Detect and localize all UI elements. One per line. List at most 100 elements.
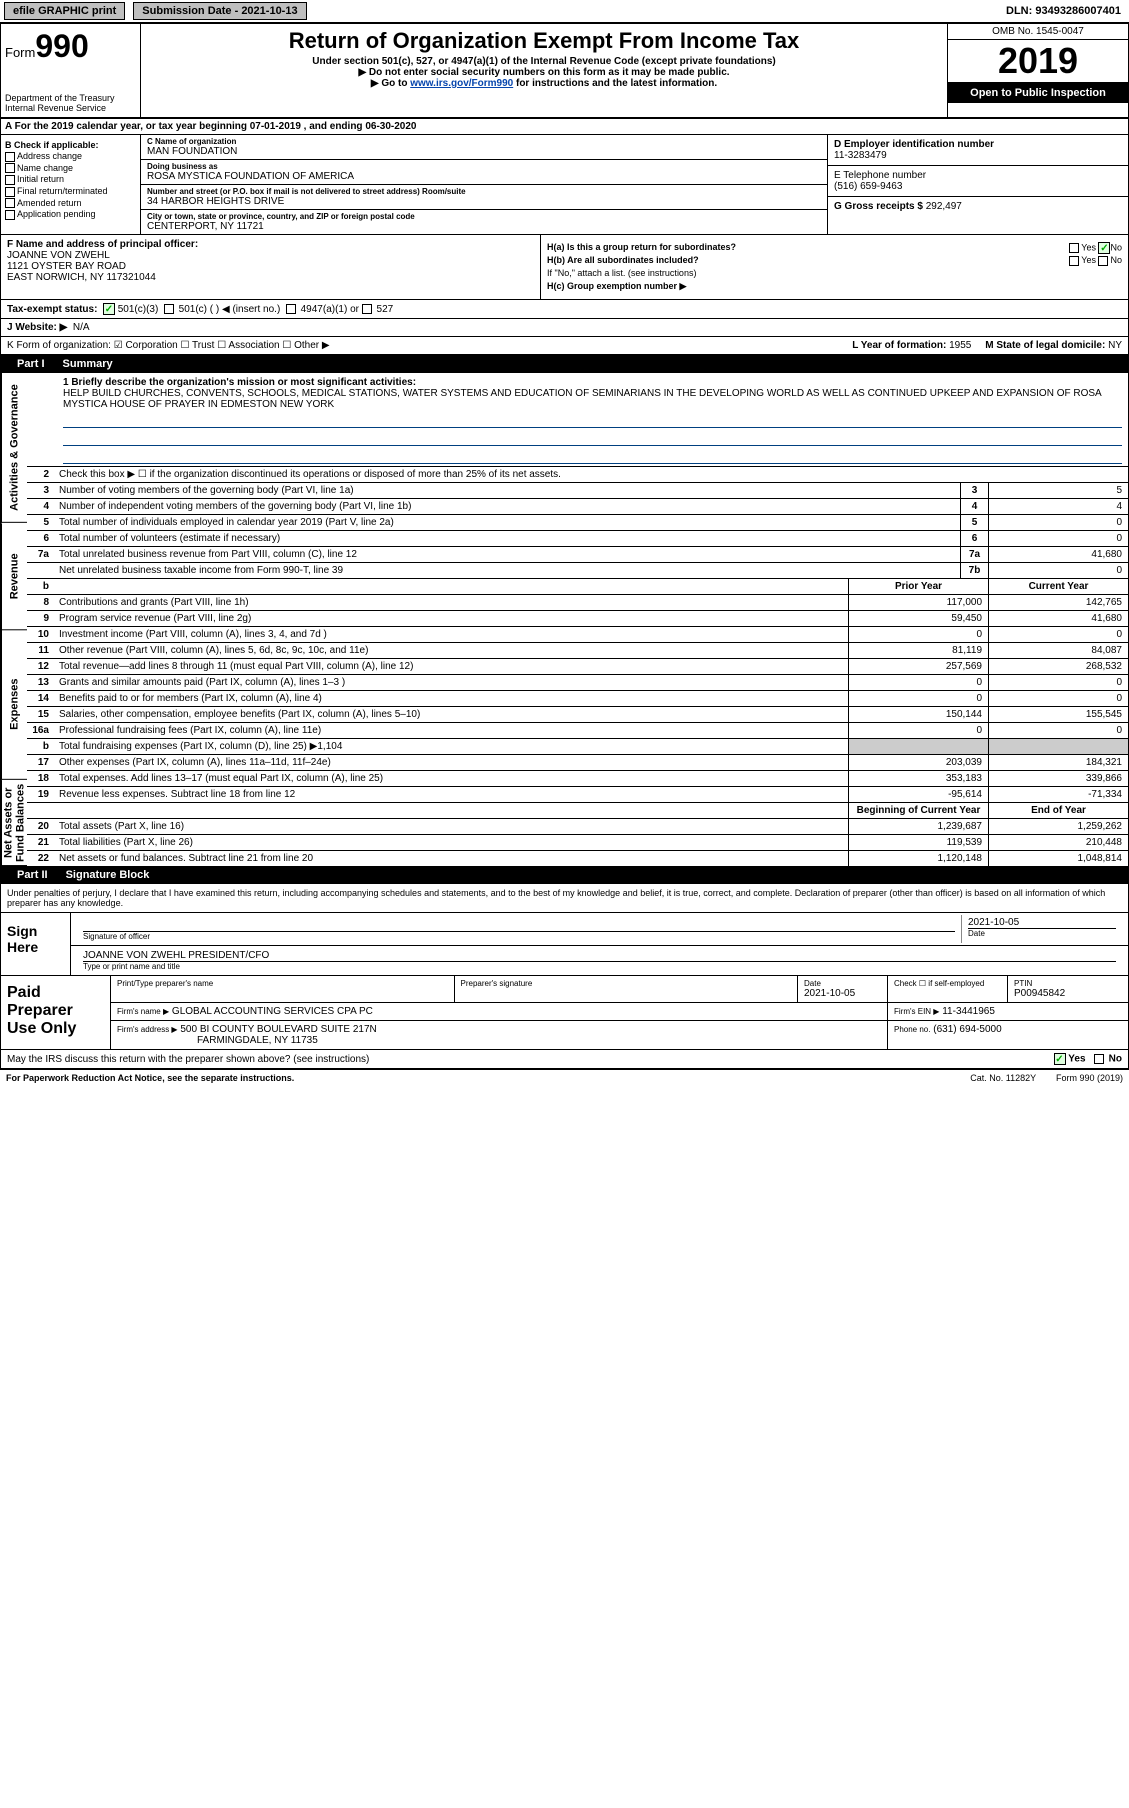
officer-addr2: EAST NORWICH, NY 117321044: [7, 272, 534, 283]
begin-year-hdr: Beginning of Current Year: [848, 803, 988, 818]
submission-date-button[interactable]: Submission Date - 2021-10-13: [133, 2, 306, 20]
checkbox-initial-return[interactable]: [5, 175, 15, 185]
line-19-py: -95,614: [848, 787, 988, 802]
officer-printed-name: JOANNE VON ZWEHL PRESIDENT/CFO: [83, 950, 1116, 961]
efile-button[interactable]: efile GRAPHIC print: [4, 2, 125, 20]
line-18-desc: Total expenses. Add lines 13–17 (must eq…: [55, 771, 848, 786]
line-7a: 7aTotal unrelated business revenue from …: [27, 547, 1128, 563]
line-8-desc: Contributions and grants (Part VIII, lin…: [55, 595, 848, 610]
line-13-cy: 0: [988, 675, 1128, 690]
opt-527: 527: [377, 304, 394, 315]
527-checkbox[interactable]: [362, 304, 372, 314]
line-12-num: 12: [27, 659, 55, 674]
block-bcde: B Check if applicable: Address change Na…: [1, 135, 1128, 235]
tax-status-label: Tax-exempt status:: [7, 304, 97, 315]
line-15-cy: 155,545: [988, 707, 1128, 722]
side-exp: Expenses: [1, 630, 27, 780]
ha-no-checkbox[interactable]: ✓: [1098, 242, 1110, 254]
line-10-num: 10: [27, 627, 55, 642]
line-19-desc: Revenue less expenses. Subtract line 18 …: [55, 787, 848, 802]
ha-label: H(a) Is this a group return for subordin…: [547, 242, 736, 252]
end-year-hdr: End of Year: [988, 803, 1128, 818]
discuss-yes-checkbox[interactable]: ✓: [1054, 1053, 1066, 1065]
line-m-label: M State of legal domicile:: [985, 340, 1105, 351]
line-14-py: 0: [848, 691, 988, 706]
opt-final-return: Final return/terminated: [17, 186, 108, 196]
line-18-py: 353,183: [848, 771, 988, 786]
501c3-checkbox[interactable]: ✓: [103, 303, 115, 315]
website-value: N/A: [73, 322, 90, 333]
self-employed-label: Check ☐ if self-employed: [894, 979, 1001, 988]
line-8-cy: 142,765: [988, 595, 1128, 610]
line-21-b: 119,539: [848, 835, 988, 850]
officer-label: F Name and address of principal officer:: [7, 239, 198, 250]
part-2-num: Part II: [9, 869, 56, 881]
line-18-cy: 339,866: [988, 771, 1128, 786]
ha-yes-checkbox[interactable]: [1069, 243, 1079, 253]
line-17-desc: Other expenses (Part IX, column (A), lin…: [55, 755, 848, 770]
line-7a-desc: Total unrelated business revenue from Pa…: [55, 547, 960, 562]
officer-signature[interactable]: [83, 917, 955, 931]
line-13-py: 0: [848, 675, 988, 690]
line-l-label: L Year of formation:: [852, 340, 946, 351]
prep-date: 2021-10-05: [804, 988, 881, 999]
line-14-cy: 0: [988, 691, 1128, 706]
checkbox-app-pending[interactable]: [5, 210, 15, 220]
opt-initial-return: Initial return: [17, 174, 64, 184]
part-2-title: Signature Block: [66, 869, 150, 881]
line-16a-desc: Professional fundraising fees (Part IX, …: [55, 723, 848, 738]
checkbox-final-return[interactable]: [5, 187, 15, 197]
dln-label: DLN: 93493286007401: [1006, 5, 1129, 17]
paid-preparer-block: Paid Preparer Use Only Print/Type prepar…: [1, 976, 1128, 1050]
line-3-desc: Number of voting members of the governin…: [55, 483, 960, 498]
line-11-py: 81,119: [848, 643, 988, 658]
website-row: J Website: ▶ N/A: [1, 319, 1128, 337]
line-7a-box: 7a: [960, 547, 988, 562]
dba-label: Doing business as: [147, 162, 821, 171]
prep-name-label: Print/Type preparer's name: [117, 979, 448, 988]
4947-checkbox[interactable]: [286, 304, 296, 314]
hb-no-checkbox[interactable]: [1098, 256, 1108, 266]
line-16b: bTotal fundraising expenses (Part IX, co…: [27, 739, 1128, 755]
line-11-cy: 84,087: [988, 643, 1128, 658]
form-word: Form: [5, 45, 35, 60]
line-22-desc: Net assets or fund balances. Subtract li…: [55, 851, 848, 866]
part-1-header: Part I Summary: [1, 355, 1128, 373]
opt-app-pending: Application pending: [17, 209, 96, 219]
instructions-link[interactable]: www.irs.gov/Form990: [410, 78, 513, 89]
gross-receipts-label: G Gross receipts $: [834, 201, 923, 212]
line-15-desc: Salaries, other compensation, employee b…: [55, 707, 848, 722]
line-13: 13Grants and similar amounts paid (Part …: [27, 675, 1128, 691]
klm-row: K Form of organization: ☑ Corporation ☐ …: [1, 337, 1128, 355]
checkbox-address-change[interactable]: [5, 152, 15, 162]
line-21-desc: Total liabilities (Part X, line 26): [55, 835, 848, 850]
form-title: Return of Organization Exempt From Incom…: [151, 28, 937, 54]
line-5: 5Total number of individuals employed in…: [27, 515, 1128, 531]
discuss-no-checkbox[interactable]: [1094, 1054, 1104, 1064]
501c-checkbox[interactable]: [164, 304, 174, 314]
org-name-label: C Name of organization: [147, 137, 821, 146]
mission-rule-3: [63, 450, 1122, 464]
firm-name: GLOBAL ACCOUNTING SERVICES CPA PC: [172, 1006, 373, 1017]
line-11-desc: Other revenue (Part VIII, column (A), li…: [55, 643, 848, 658]
block-fh: F Name and address of principal officer:…: [1, 235, 1128, 300]
sign-block: Sign Here Signature of officer 2021-10-0…: [1, 913, 1128, 976]
hb-yes-checkbox[interactable]: [1069, 256, 1079, 266]
top-bar: efile GRAPHIC print Submission Date - 20…: [0, 0, 1129, 23]
hc-label: H(c) Group exemption number ▶: [547, 281, 686, 291]
open-inspection: Open to Public Inspection: [948, 83, 1128, 103]
prior-year-hdr: Prior Year: [848, 579, 988, 594]
prep-date-label: Date: [804, 979, 881, 988]
line-10-py: 0: [848, 627, 988, 642]
checkbox-name-change[interactable]: [5, 163, 15, 173]
firm-ein: 11-3441965: [942, 1006, 995, 1017]
form-number: 990: [35, 28, 88, 64]
mission-rule-1: [63, 414, 1122, 428]
side-rev: Revenue: [1, 523, 27, 630]
checkbox-amended[interactable]: [5, 198, 15, 208]
hb-yes: Yes: [1081, 255, 1096, 265]
subtitle-3: ▶ Go to www.irs.gov/Form990 for instruct…: [151, 78, 937, 89]
discuss-question: May the IRS discuss this return with the…: [7, 1054, 369, 1065]
discuss-yes: Yes: [1068, 1054, 1085, 1065]
line-5-box: 5: [960, 515, 988, 530]
